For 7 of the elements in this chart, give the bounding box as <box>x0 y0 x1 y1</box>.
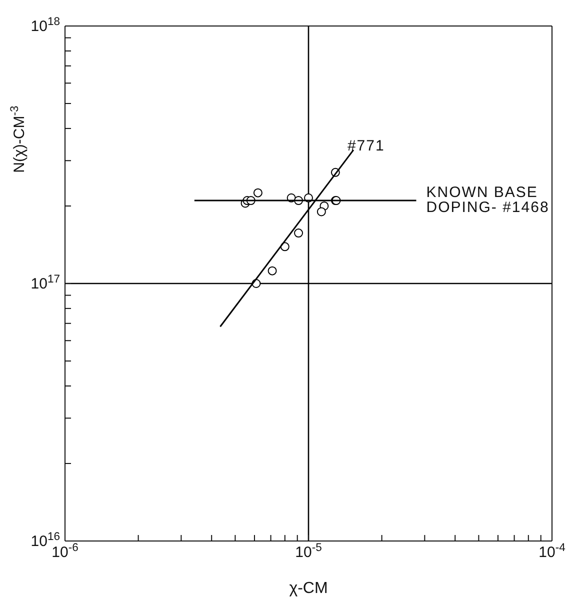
y-tick-label: 10$^{18}$ <box>30 16 60 35</box>
x-tick-label: 10$^{-5}$ <box>295 542 322 561</box>
x-tick-label: 10$^{-4}$ <box>538 542 566 561</box>
y-tick-label: 10$^{17}$ <box>30 274 60 292</box>
annotation: KNOWN BASE DOPING- #1468 <box>426 184 550 216</box>
x-axis-title: χ-CM <box>289 580 328 597</box>
annotation: #771 <box>347 138 385 155</box>
